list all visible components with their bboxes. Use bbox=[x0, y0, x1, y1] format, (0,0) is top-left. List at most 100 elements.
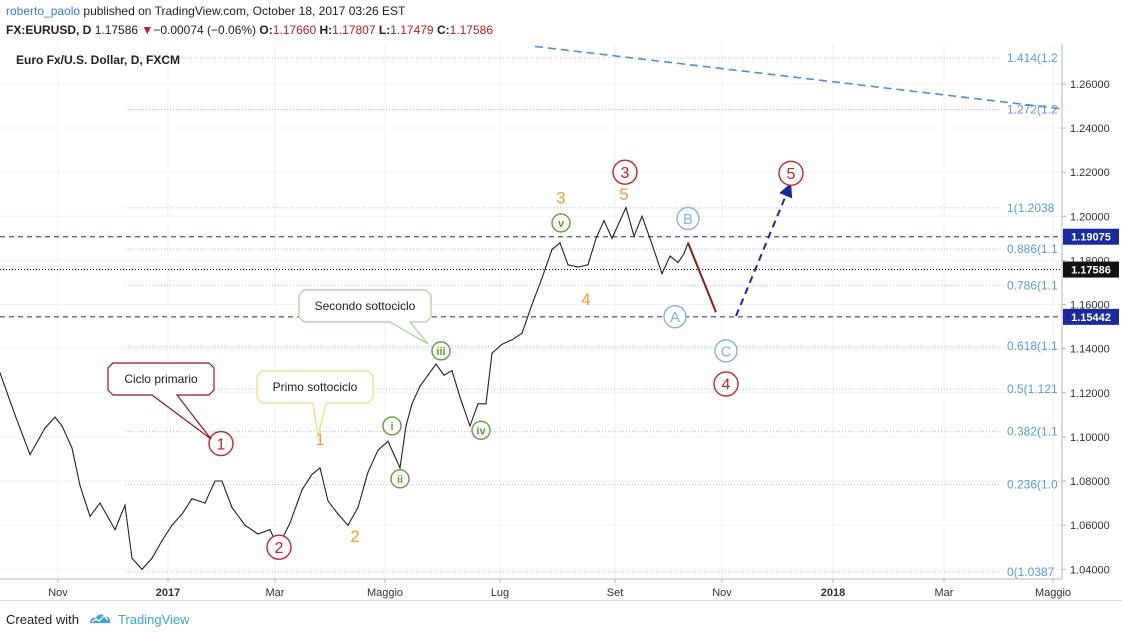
price-chart[interactable]: 1.414(1.2 1.272(1.2 1(1.2038 0.886(1.1 0.786… bbox=[0, 44, 1122, 600]
close-value: 1.17586 bbox=[449, 23, 494, 37]
price-point bbox=[221, 480, 223, 482]
wave-label-red: 1 bbox=[217, 436, 226, 453]
price-point bbox=[551, 248, 553, 250]
fib-level-label: 0.382(1.1 bbox=[1007, 425, 1058, 439]
footer-bar: Created with TradingView bbox=[0, 600, 1122, 637]
price-point bbox=[405, 425, 407, 427]
x-tick-label: Nov bbox=[48, 587, 68, 599]
price-label-box bbox=[1063, 308, 1119, 325]
tradingview-brand-link[interactable]: TradingView bbox=[118, 612, 190, 627]
price-point bbox=[114, 529, 116, 531]
open-label: O: bbox=[259, 23, 273, 37]
price-point bbox=[61, 425, 63, 427]
wave-label-red: 2 bbox=[275, 540, 284, 557]
high-label: H: bbox=[319, 23, 333, 37]
fib-level-label: 1.272(1.2 bbox=[1007, 103, 1058, 117]
price-point bbox=[485, 403, 487, 405]
y-tick-label: 1.04000 bbox=[1070, 564, 1110, 576]
price-point bbox=[301, 489, 303, 491]
price-point bbox=[611, 237, 613, 239]
wave-label-green: iv bbox=[476, 425, 486, 437]
wave-label-orange: 4 bbox=[581, 290, 590, 309]
callout-bubble bbox=[107, 362, 215, 440]
price-point bbox=[641, 215, 643, 217]
wave-label-green-circle bbox=[431, 341, 451, 361]
price-point bbox=[29, 454, 31, 456]
wave-label-green-circle bbox=[551, 213, 571, 233]
y-tick-label: 1.08000 bbox=[1070, 476, 1110, 488]
price-point bbox=[625, 206, 627, 209]
fib-level-label: 1(1.2038 bbox=[1007, 201, 1055, 215]
wave-label-blue: A bbox=[670, 309, 680, 326]
price-point bbox=[171, 524, 173, 526]
price-point bbox=[677, 262, 679, 264]
price-point bbox=[521, 332, 523, 334]
x-axis[interactable]: Nov 2017 Mar Maggio Lug Set Nov 2018 Mar Maggio bbox=[48, 579, 1071, 599]
price-point bbox=[231, 506, 233, 509]
wave-label-blue: B bbox=[683, 211, 693, 228]
price-point bbox=[204, 502, 206, 504]
x-tick-label: Maggio bbox=[1035, 587, 1071, 599]
price-point bbox=[269, 529, 271, 531]
y-tick-label: 1.06000 bbox=[1070, 520, 1110, 532]
wave-label-green-circle bbox=[382, 416, 402, 436]
callout-text: Secondo sottociclo bbox=[315, 299, 416, 313]
price-point bbox=[161, 540, 163, 542]
price-point bbox=[595, 237, 597, 239]
wave-label-red: 4 bbox=[722, 377, 731, 394]
price-labels-layer: 1.19075 1.17586 1.15442 bbox=[1063, 228, 1119, 325]
y-tick-label: 1.22000 bbox=[1070, 167, 1110, 179]
price-point bbox=[587, 264, 589, 266]
high-value: 1.17807 bbox=[332, 23, 376, 37]
price-label-text: 1.17586 bbox=[1071, 265, 1111, 277]
wave-label-orange: 1 bbox=[315, 430, 324, 449]
price-point bbox=[393, 454, 395, 456]
quote-line: FX:EURUSD, D 1.17586 ▼−0.00074 (−0.06%) … bbox=[6, 23, 493, 37]
wave-label-orange: 5 bbox=[619, 185, 628, 204]
low-label: L: bbox=[378, 23, 391, 37]
y-tick-label: 1.12000 bbox=[1070, 388, 1110, 400]
price-point bbox=[0, 372, 1, 374]
callouts-layer: Ciclo primario Primo sottociclo Secondo so… bbox=[107, 289, 432, 440]
last-price: 1.17586 bbox=[94, 23, 139, 37]
wave-label-blue-circle bbox=[714, 339, 738, 363]
y-tick-label: 1.26000 bbox=[1070, 79, 1110, 91]
close-label: C: bbox=[436, 23, 450, 37]
price-point bbox=[669, 255, 671, 257]
y-tick-label: 1.24000 bbox=[1070, 123, 1110, 135]
price-point bbox=[71, 447, 73, 449]
price-point bbox=[633, 235, 635, 237]
price-point bbox=[311, 473, 313, 475]
price-point bbox=[567, 264, 569, 266]
price-point bbox=[469, 425, 471, 427]
price-point bbox=[411, 403, 413, 405]
wave-label-orange: 2 bbox=[350, 527, 359, 546]
price-point bbox=[511, 339, 513, 341]
wave-label-orange: 3 bbox=[556, 189, 565, 208]
drawing-lines-layer bbox=[534, 45, 1061, 317]
price-point bbox=[619, 220, 621, 222]
price-label-box bbox=[1063, 261, 1119, 278]
price-point bbox=[655, 255, 657, 257]
price-point bbox=[435, 363, 437, 365]
price-point bbox=[367, 471, 369, 473]
fib-level-label: 0.618(1.1 bbox=[1007, 339, 1058, 353]
y-tick-label: 1.14000 bbox=[1070, 344, 1110, 356]
down-arrow-icon: ▼ bbox=[141, 23, 154, 37]
price-point bbox=[191, 498, 193, 500]
author-link[interactable]: roberto_paolo bbox=[6, 4, 81, 18]
wave-label-green-circle bbox=[390, 469, 410, 489]
price-point bbox=[141, 568, 143, 570]
price-point bbox=[443, 374, 445, 376]
projection-4-line bbox=[687, 242, 717, 313]
price-point bbox=[387, 440, 389, 442]
fib-level-label: 0.5(1.121 bbox=[1007, 382, 1058, 396]
fib-layer: 1.414(1.2 1.272(1.2 1(1.2038 0.886(1.1 0.786… bbox=[125, 51, 1058, 579]
price-point bbox=[79, 484, 81, 487]
price-point bbox=[181, 513, 183, 515]
x-tick-label: Mar bbox=[266, 587, 285, 599]
wave-label-red-circle bbox=[778, 160, 804, 186]
tradingview-logo-icon[interactable] bbox=[88, 612, 112, 626]
price-point bbox=[214, 480, 216, 482]
